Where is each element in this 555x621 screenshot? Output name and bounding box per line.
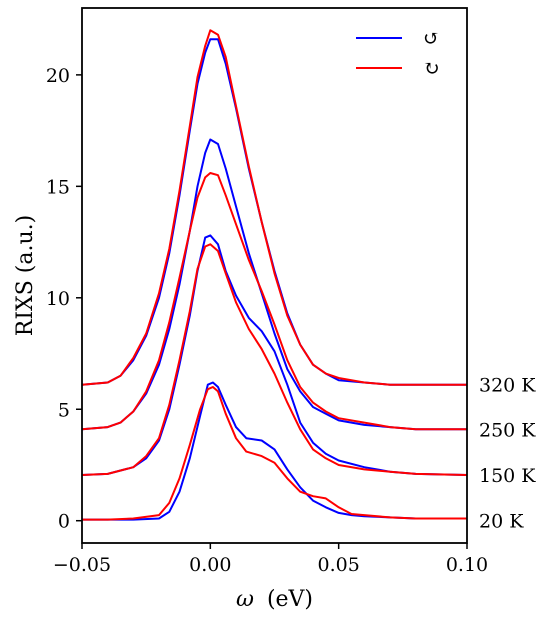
temperature-label: 250 K [479, 419, 536, 441]
legend: ↺↻ [356, 26, 440, 80]
series-line-250k-red [81, 172, 467, 431]
x-axis-symbol: ω [236, 587, 254, 612]
temperature-label: 320 K [479, 375, 536, 397]
x-axis-unit: (eV) [267, 587, 313, 612]
y-tick-label: 5 [58, 399, 70, 421]
series-line-250k-blue [81, 138, 467, 431]
x-axis-label: ω (eV) [236, 587, 313, 612]
y-tick-label: 10 [46, 288, 70, 310]
temperature-labels: 20 K 150 K 250 K 320 K [479, 375, 536, 533]
series-line-20k-red [82, 386, 467, 521]
temperature-label: 150 K [479, 465, 536, 487]
x-tick-label: −0.05 [53, 554, 111, 576]
y-tick-label: 0 [58, 511, 70, 533]
series-line-150k-red [81, 243, 468, 476]
axis-ticks: −0.05 0.00 0.05 0.10 0 5 10 15 20 [46, 65, 488, 576]
temperature-label: 20 K [479, 511, 524, 533]
y-tick-label: 20 [46, 65, 70, 87]
series-line-320k-red [81, 29, 467, 386]
y-tick-label: 15 [46, 176, 70, 198]
x-tick-label: 0.10 [446, 554, 488, 576]
plot-lines [81, 29, 468, 521]
x-tick-label: 0.05 [318, 554, 360, 576]
series-line-20k-blue [82, 381, 467, 521]
y-axis-label: RIXS (a.u.) [13, 215, 38, 336]
legend-label: ↺ [423, 26, 440, 50]
x-tick-label: 0.00 [189, 554, 231, 576]
plot-frame [81, 7, 468, 544]
legend-label: ↻ [423, 56, 440, 80]
